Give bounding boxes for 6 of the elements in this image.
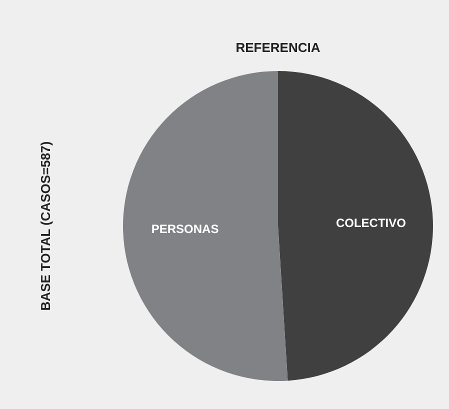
- text: BASE TOTAL (CASOS=587): [38, 141, 53, 311]
- slice-label: COLECTIVO: [336, 216, 406, 230]
- pie-slice: [123, 71, 288, 381]
- pie-slice: [278, 71, 433, 381]
- slice-label: PERSONAS: [151, 222, 219, 236]
- chart-title: REFERENCIA: [236, 40, 321, 55]
